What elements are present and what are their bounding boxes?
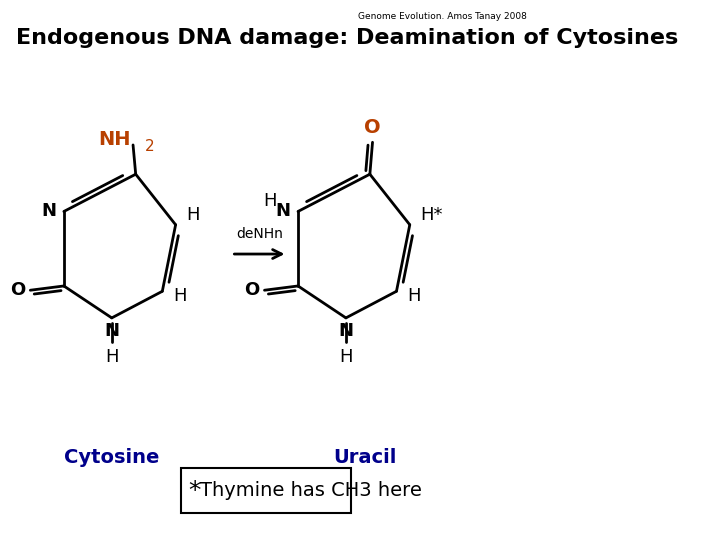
Text: H: H <box>186 206 199 224</box>
Text: Genome Evolution. Amos Tanay 2008: Genome Evolution. Amos Tanay 2008 <box>358 12 527 21</box>
Text: H: H <box>264 192 276 210</box>
Text: N: N <box>338 322 354 340</box>
Text: O: O <box>244 281 259 299</box>
Text: Thymine has CH3 here: Thymine has CH3 here <box>199 481 421 501</box>
Text: *: * <box>188 479 200 503</box>
Text: NH: NH <box>98 130 130 149</box>
Text: N: N <box>104 322 120 340</box>
Text: 2: 2 <box>145 138 154 153</box>
Text: N: N <box>275 202 290 220</box>
Text: H: H <box>407 287 420 305</box>
Text: Cytosine: Cytosine <box>64 448 159 467</box>
Text: deNHn: deNHn <box>236 227 283 241</box>
FancyBboxPatch shape <box>181 468 351 514</box>
Text: H: H <box>173 287 186 305</box>
Text: H: H <box>339 348 353 366</box>
Text: Endogenous DNA damage: Deamination of Cytosines: Endogenous DNA damage: Deamination of Cy… <box>16 28 678 48</box>
Text: O: O <box>10 281 25 299</box>
Text: N: N <box>41 202 56 220</box>
Text: H*: H* <box>420 206 443 224</box>
Text: Uracil: Uracil <box>333 448 396 467</box>
Text: H: H <box>105 348 119 366</box>
Text: O: O <box>364 118 381 137</box>
